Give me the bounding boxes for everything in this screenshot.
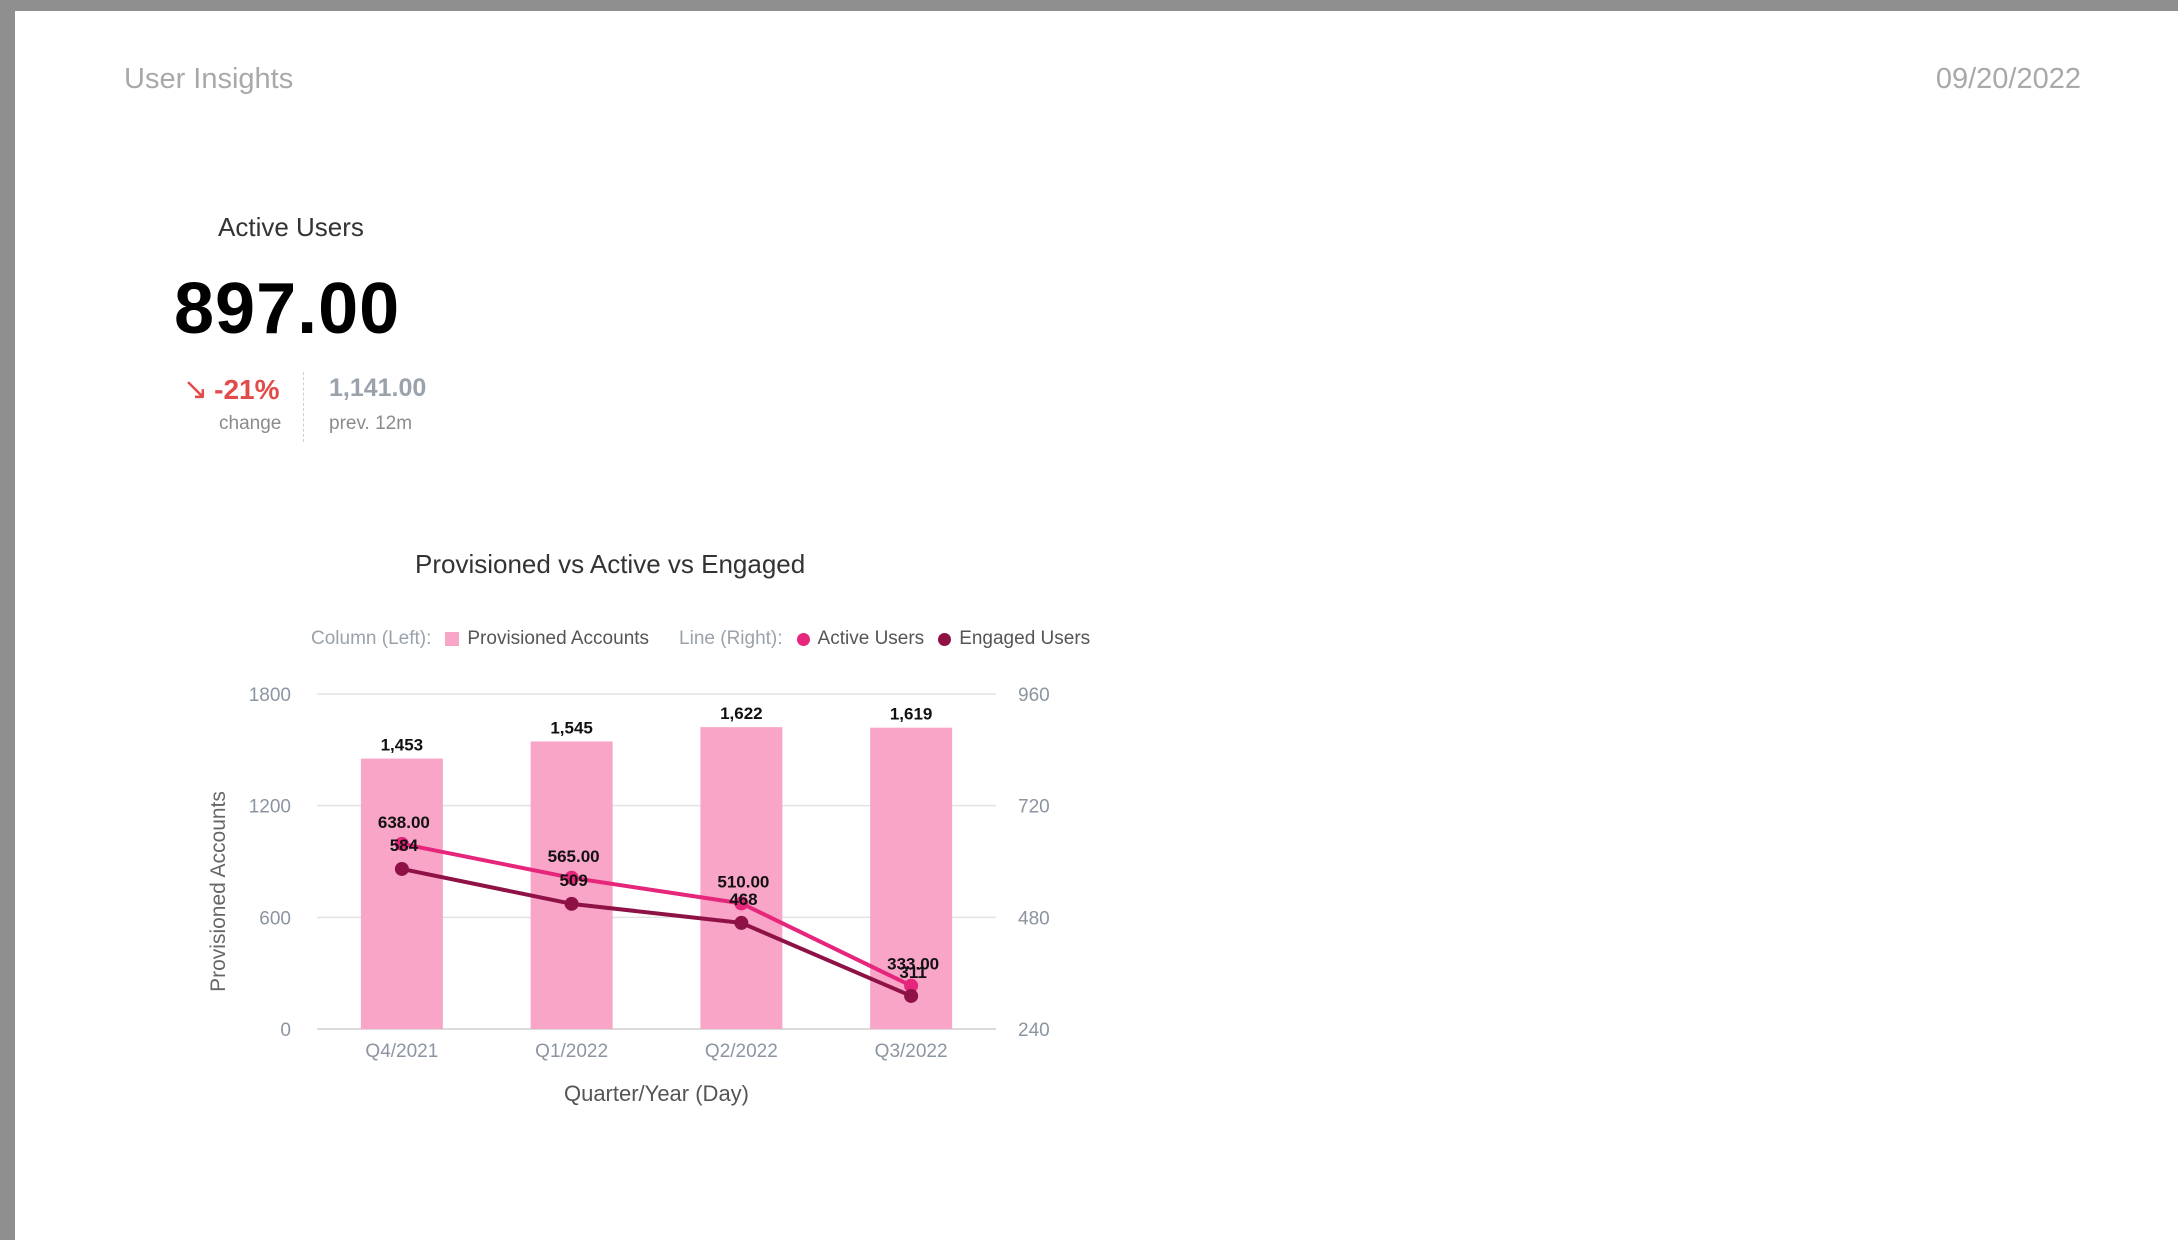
legend-left-caption: Column (Left): — [311, 628, 432, 649]
engaged-users-point — [394, 861, 409, 876]
y2-tick-label: 720 — [1018, 797, 1050, 818]
legend-label-provisioned: Provisioned Accounts — [467, 628, 650, 649]
legend-item-engaged[interactable]: Engaged Users — [938, 628, 1090, 650]
kpi-title: Active Users — [218, 212, 364, 242]
legend-swatch-active — [796, 632, 810, 646]
bar-data-label: 1,619 — [890, 705, 933, 724]
bar-data-label: 1,622 — [720, 704, 763, 723]
chart-title: Provisioned vs Active vs Engaged — [415, 549, 806, 579]
active-users-line — [401, 841, 912, 988]
bar-data-label: 1,545 — [550, 718, 593, 737]
y-tick-label: 1200 — [249, 797, 291, 818]
kpi-value: 897.00 — [174, 269, 401, 349]
kpi-divider — [303, 372, 304, 442]
bar — [700, 727, 783, 1029]
y2-tick-label: 960 — [1018, 685, 1050, 706]
bar — [360, 758, 443, 1029]
legend-item-provisioned[interactable]: Provisioned Accounts — [445, 628, 649, 650]
line-data-label: 510.00 — [717, 872, 769, 891]
y2-tick-label: 240 — [1018, 1020, 1050, 1041]
kpi-change: ↘ -21% — [183, 372, 280, 407]
report-title: User Insights — [124, 63, 294, 95]
line-data-label: 509 — [559, 871, 587, 890]
kpi-change-caption: change — [219, 413, 282, 434]
chart-legend: Column (Left): Provisioned Accounts Line… — [311, 628, 1104, 650]
active-users-point — [904, 978, 919, 993]
line-data-label: 311 — [899, 963, 926, 982]
line-data-label: 468 — [729, 890, 757, 909]
legend-swatch-provisioned — [445, 632, 460, 646]
engaged-users-point — [564, 896, 579, 911]
line-data-label: 638.00 — [378, 813, 430, 832]
line-data-label: 584 — [390, 836, 419, 855]
kpi-previous-caption: prev. 12m — [329, 413, 413, 434]
active-users-point — [394, 836, 409, 851]
legend-label-engaged: Engaged Users — [959, 628, 1091, 649]
y-tick-label: 600 — [259, 908, 291, 929]
bar — [530, 741, 613, 1029]
legend-item-active[interactable]: Active Users — [796, 628, 925, 650]
x-axis-title: Quarter/Year (Day) — [564, 1081, 749, 1106]
bar-data-label: 1,453 — [381, 736, 424, 755]
legend-right-caption: Line (Right): — [679, 628, 783, 649]
legend-swatch-engaged — [938, 632, 952, 646]
active-users-point — [734, 896, 749, 911]
engaged-users-line — [401, 866, 912, 998]
report-page: User Insights 09/20/2022 — [15, 11, 2178, 1240]
trend-down-icon: ↘ — [183, 373, 209, 406]
active-users-point — [564, 870, 579, 885]
kpi-previous-value: 1,141.00 — [329, 374, 427, 402]
report-date: 09/20/2022 — [1935, 63, 2081, 95]
x-tick-label: Q4/2021 — [365, 1041, 438, 1062]
engaged-users-point — [734, 915, 749, 930]
legend-label-active: Active Users — [817, 628, 925, 649]
line-data-label: 565.00 — [548, 847, 600, 866]
y-axis-title: Provisioned Accounts — [207, 791, 230, 992]
y-tick-label: 0 — [280, 1020, 291, 1041]
x-tick-label: Q1/2022 — [535, 1041, 608, 1062]
kpi-change-value: -21% — [214, 373, 280, 405]
y2-tick-label: 480 — [1018, 908, 1050, 929]
y-tick-label: 1800 — [249, 685, 291, 706]
x-tick-label: Q3/2022 — [875, 1041, 948, 1062]
line-data-label: 333.00 — [887, 955, 939, 974]
x-tick-label: Q2/2022 — [705, 1041, 778, 1062]
engaged-users-point — [904, 988, 919, 1003]
